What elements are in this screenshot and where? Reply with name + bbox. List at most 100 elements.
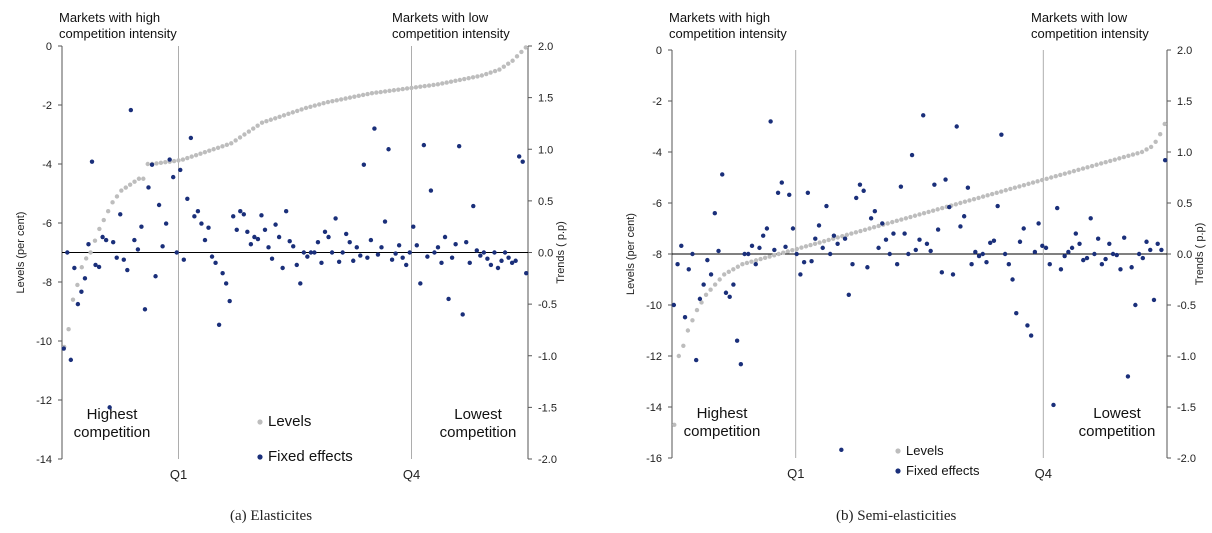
fixed-effects-point — [121, 257, 126, 262]
legend-label-fixed-effects: Fixed effects — [268, 448, 353, 465]
levels-point — [426, 83, 432, 88]
levels-point — [198, 151, 203, 156]
fixed-effects-point — [1162, 157, 1168, 163]
fixed-effects-point — [464, 239, 469, 245]
fixed-effects-point — [96, 264, 102, 270]
levels-point — [771, 253, 777, 258]
fixed-effects-point — [326, 234, 331, 240]
levels-point — [154, 161, 159, 166]
fixed-effects-point — [1099, 262, 1105, 267]
levels-point — [475, 74, 480, 79]
fixed-effects-point — [757, 245, 762, 251]
levels-point — [935, 207, 940, 212]
levels-point — [1003, 188, 1008, 193]
levels-point — [519, 49, 524, 55]
fixed-effects-point — [820, 245, 825, 251]
fixed-effects-point — [969, 262, 974, 267]
fixed-effects-point — [1155, 241, 1160, 246]
fixed-effects-point — [1125, 374, 1131, 379]
fixed-effects-point — [928, 248, 933, 254]
levels-point — [396, 87, 401, 92]
left-tick-label: 0 — [46, 41, 52, 53]
fixed-effects-point — [114, 255, 119, 260]
annotation-lowest-competition: competition — [440, 424, 517, 441]
fixed-effects-point — [1047, 262, 1052, 267]
right-tick-label: 2.0 — [538, 41, 553, 53]
fixed-effects-point — [333, 216, 338, 221]
annotation-high-intensity: competition intensity — [669, 26, 787, 41]
levels-point — [753, 258, 759, 263]
fixed-effects-point — [305, 254, 310, 259]
levels-point — [273, 116, 278, 121]
fixed-effects-point — [499, 258, 504, 263]
fixed-effects-point — [980, 251, 985, 257]
fixed-effects-point — [1043, 245, 1049, 251]
fixed-effects-point — [110, 239, 116, 245]
levels-point — [849, 231, 854, 236]
levels-point — [1089, 163, 1095, 169]
left-tick-label: -2 — [42, 100, 52, 112]
fixed-effects-point — [460, 312, 465, 317]
levels-point — [1049, 175, 1054, 180]
levels-point — [497, 67, 502, 72]
levels-point — [484, 71, 489, 77]
fixed-effects-point — [149, 162, 155, 167]
fixed-effects-point — [160, 244, 165, 249]
fixed-effects-point — [103, 237, 109, 243]
fixed-effects-point — [393, 251, 398, 256]
fixed-effects-point — [382, 219, 388, 224]
levels-point — [1058, 172, 1063, 178]
fixed-effects-point — [72, 265, 77, 271]
caption-semi-elasticities: (b) Semi-elasticities — [836, 508, 957, 524]
fixed-effects-point — [273, 222, 278, 227]
levels-point — [453, 78, 458, 84]
fixed-effects-point — [365, 255, 370, 260]
fixed-effects-point — [1066, 249, 1071, 255]
levels-point — [817, 240, 822, 245]
annotation-low-intensity: competition intensity — [392, 26, 510, 41]
levels-point — [70, 297, 76, 302]
levels-point — [1085, 165, 1090, 170]
levels-point — [762, 255, 768, 261]
fixed-effects-point — [456, 143, 462, 149]
fixed-effects-point — [202, 237, 208, 243]
fixed-effects-point — [492, 250, 497, 255]
fixed-effects-point — [206, 225, 211, 230]
levels-point — [127, 182, 133, 187]
levels-point — [418, 84, 423, 89]
fixed-effects-point — [61, 346, 66, 351]
fixed-effects-point — [783, 244, 788, 250]
levels-point — [171, 158, 177, 164]
left-tick-label: -14 — [646, 402, 662, 414]
annotation-lowest-competition: Lowest — [1093, 405, 1141, 422]
fixed-effects-point — [809, 258, 814, 264]
fixed-effects-point — [199, 221, 204, 226]
levels-point — [325, 99, 331, 105]
fixed-effects-point — [209, 254, 215, 259]
fixed-effects-point — [924, 241, 930, 246]
fixed-effects-point — [347, 239, 352, 245]
fixed-effects-point — [824, 203, 829, 209]
levels-point — [299, 107, 304, 112]
levels-point — [1071, 168, 1077, 174]
fixed-effects-point — [146, 185, 151, 190]
quartile-label: Q4 — [403, 467, 420, 482]
levels-point — [409, 85, 414, 91]
fixed-effects-point — [1062, 253, 1067, 259]
levels-point — [1117, 156, 1122, 161]
fixed-effects-point — [351, 258, 356, 263]
fixed-effects-point — [768, 119, 773, 124]
levels-point — [211, 147, 216, 152]
fixed-effects-point — [107, 405, 112, 410]
fixed-effects-point — [262, 227, 268, 232]
levels-point — [360, 92, 366, 98]
right-tick-label: -1.5 — [1177, 402, 1196, 414]
legend-label-fixed-effects: Fixed effects — [906, 463, 980, 478]
levels-point — [1035, 179, 1040, 184]
levels-point — [255, 123, 260, 128]
fixed-effects-point — [1144, 239, 1149, 244]
levels-point — [470, 75, 476, 80]
levels-point — [853, 230, 859, 235]
fixed-effects-point — [139, 224, 144, 229]
fixed-effects-point — [850, 262, 855, 267]
